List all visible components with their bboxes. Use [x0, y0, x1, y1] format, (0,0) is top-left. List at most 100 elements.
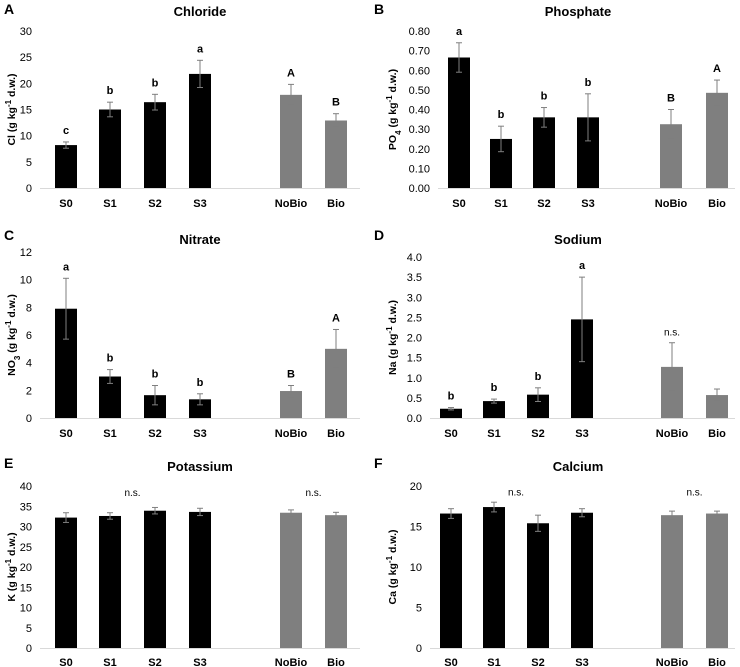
y-tick-label: 10	[20, 603, 32, 615]
bar-S0	[55, 308, 77, 418]
category-label: S0	[59, 198, 72, 210]
y-tick-label: 0	[26, 413, 32, 425]
significance-letter: b	[448, 391, 455, 403]
panel-letter: E	[4, 455, 13, 471]
y-tick-label: 0.60	[409, 65, 430, 77]
significance-letter: b	[491, 382, 498, 394]
bar-S1	[99, 109, 121, 188]
category-label: Bio	[327, 657, 345, 667]
category-label: Bio	[327, 198, 345, 210]
chart-title: Calcium	[553, 459, 604, 474]
category-label: S2	[148, 198, 161, 210]
y-tick-label: 20	[20, 562, 32, 574]
bar-S2	[527, 523, 549, 648]
y-tick-label: 5	[26, 157, 32, 169]
y-tick-label: 20	[410, 481, 422, 493]
ns-label: n.s.	[664, 327, 680, 338]
bar-NoBio	[660, 124, 682, 188]
bar-S3	[189, 511, 211, 648]
category-label: S1	[487, 657, 500, 667]
bar-Bio	[325, 348, 347, 418]
bar-S1	[99, 515, 121, 648]
y-tick-label: 3.0	[407, 292, 422, 304]
y-tick-label: 0.30	[409, 124, 430, 136]
bar-Bio	[706, 92, 728, 188]
chart-panel-A: A Chloride 0 5 10 15 20 25 30 Cl (g kg-1 d.w.) c S0…	[4, 1, 360, 210]
chart-panel-D: D Sodium 0.0 0.5 1.0 1.5 2.0 2.5 3.0 3.5 4.0 Na (g …	[374, 227, 735, 440]
ns-label: n.s.	[508, 488, 524, 499]
significance-letter: a	[197, 43, 204, 55]
significance-letter: B	[332, 97, 340, 109]
category-label: NoBio	[275, 198, 308, 210]
significance-letter: b	[585, 77, 592, 89]
significance-letter: b	[152, 368, 159, 380]
significance-letter: b	[535, 371, 542, 383]
chart-title: Potassium	[167, 459, 233, 474]
category-label: Bio	[327, 428, 345, 440]
significance-letter: A	[713, 63, 721, 75]
category-label: Bio	[708, 198, 726, 210]
category-label: S0	[452, 198, 465, 210]
y-tick-label: 0.00	[409, 183, 430, 195]
significance-letter: b	[107, 85, 114, 97]
y-tick-label: 15	[20, 105, 32, 117]
y-tick-label: 2.0	[407, 333, 422, 345]
y-tick-label: 10	[410, 562, 422, 574]
y-axis-label: Ca (g kg-1 d.w.)	[385, 530, 400, 605]
bar-S0	[55, 145, 77, 188]
y-tick-label: 0.0	[407, 413, 422, 425]
y-tick-label: 0.20	[409, 144, 430, 156]
bar-S3	[571, 319, 593, 418]
bar-S1	[99, 376, 121, 418]
category-label: S1	[494, 198, 507, 210]
y-axis-label: Na (g kg-1 d.w.)	[385, 300, 400, 375]
y-tick-label: 6	[26, 330, 32, 342]
y-tick-label: 2	[26, 385, 32, 397]
y-tick-label: 8	[26, 302, 32, 314]
y-tick-label: 4	[26, 358, 32, 370]
panel-letter: F	[374, 455, 383, 471]
y-axis-label: Cl (g kg-1 d.w.)	[4, 73, 19, 145]
category-label: S2	[537, 198, 550, 210]
y-tick-label: 3.5	[407, 272, 422, 284]
significance-letter: a	[579, 260, 586, 272]
y-tick-label: 40	[20, 481, 32, 493]
significance-letter: c	[63, 125, 69, 137]
ns-label: n.s.	[686, 488, 702, 499]
y-tick-label: 10	[20, 275, 32, 287]
chart-title: Phosphate	[545, 4, 611, 19]
y-tick-label: 1.0	[407, 373, 422, 385]
category-label: NoBio	[275, 428, 308, 440]
y-tick-label: 0	[26, 643, 32, 655]
bar-NoBio	[280, 512, 302, 648]
significance-letter: b	[541, 91, 548, 103]
category-label: S0	[444, 428, 457, 440]
category-label: NoBio	[656, 428, 689, 440]
y-tick-label: 0	[416, 643, 422, 655]
category-label: Bio	[708, 428, 726, 440]
y-axis-label: NO3 (g kg-1 d.w.)	[4, 294, 22, 376]
y-tick-label: 0	[26, 183, 32, 195]
panel-letter: B	[374, 1, 384, 17]
category-label: NoBio	[655, 198, 688, 210]
bar-S3	[577, 117, 599, 188]
bar-Bio	[706, 395, 728, 418]
bar-NoBio	[661, 366, 683, 418]
y-tick-label: 35	[20, 501, 32, 513]
bar-S3	[189, 73, 211, 188]
y-tick-label: 1.5	[407, 353, 422, 365]
chart-panel-B: B Phosphate 0.00 0.10 0.20 0.30 0.40 0.50 0.60 0.…	[374, 1, 735, 210]
category-label: S3	[575, 428, 588, 440]
significance-letter: a	[456, 26, 463, 38]
bar-S2	[527, 394, 549, 418]
chart-title: Nitrate	[179, 232, 220, 247]
bar-S1	[483, 507, 505, 648]
bar-S2	[144, 102, 166, 188]
significance-letter: b	[498, 109, 505, 121]
ns-label: n.s.	[305, 488, 321, 499]
bar-S1	[490, 138, 512, 188]
bar-S2	[533, 117, 555, 188]
y-tick-label: 25	[20, 542, 32, 554]
significance-letter: A	[332, 312, 340, 324]
category-label: S2	[148, 657, 161, 667]
